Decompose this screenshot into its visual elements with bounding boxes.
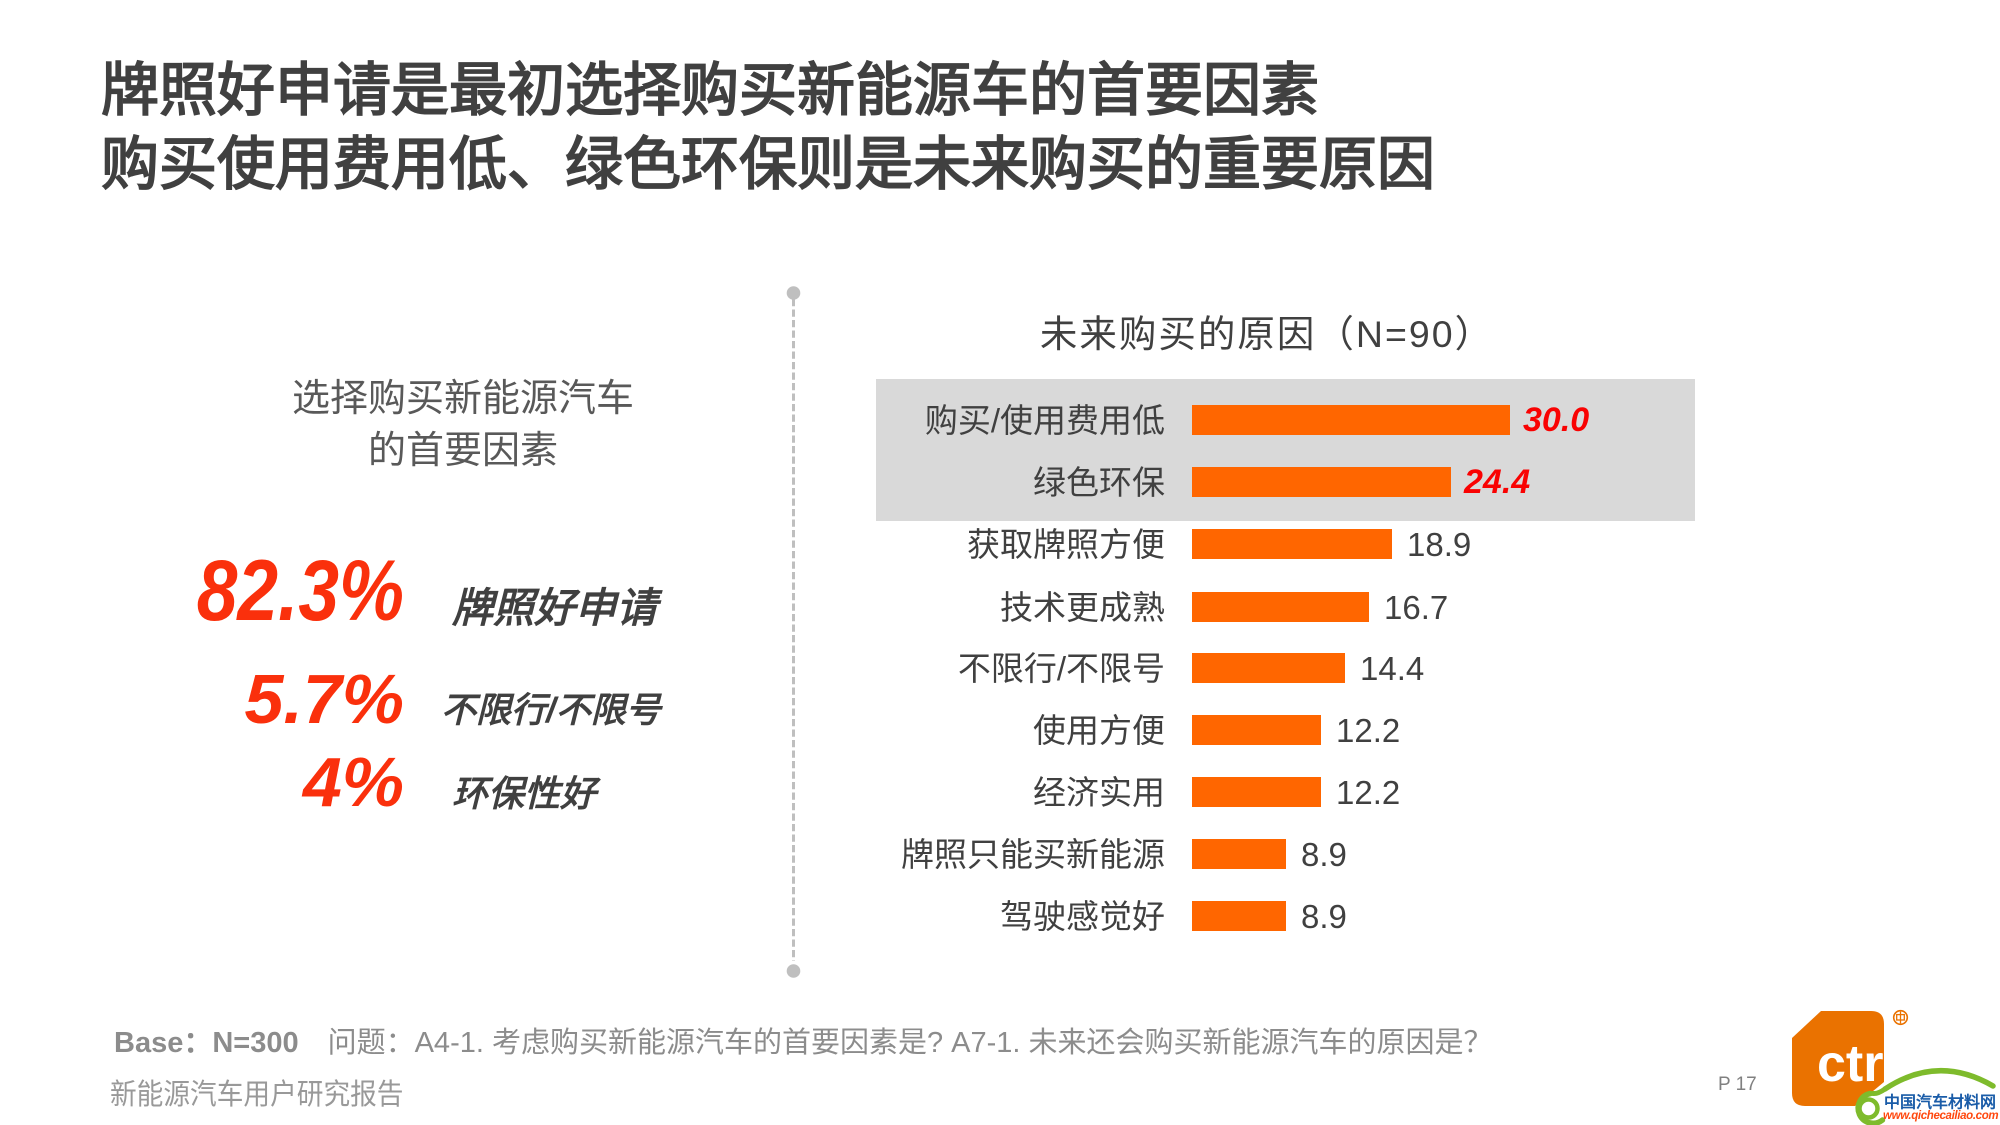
svg-text:www.qichecailiao.com: www.qichecailiao.com — [1883, 1110, 1998, 1122]
svg-text:ctr: ctr — [1817, 1035, 1883, 1093]
svg-text:中国汽车材料网: 中国汽车材料网 — [1884, 1093, 1996, 1112]
